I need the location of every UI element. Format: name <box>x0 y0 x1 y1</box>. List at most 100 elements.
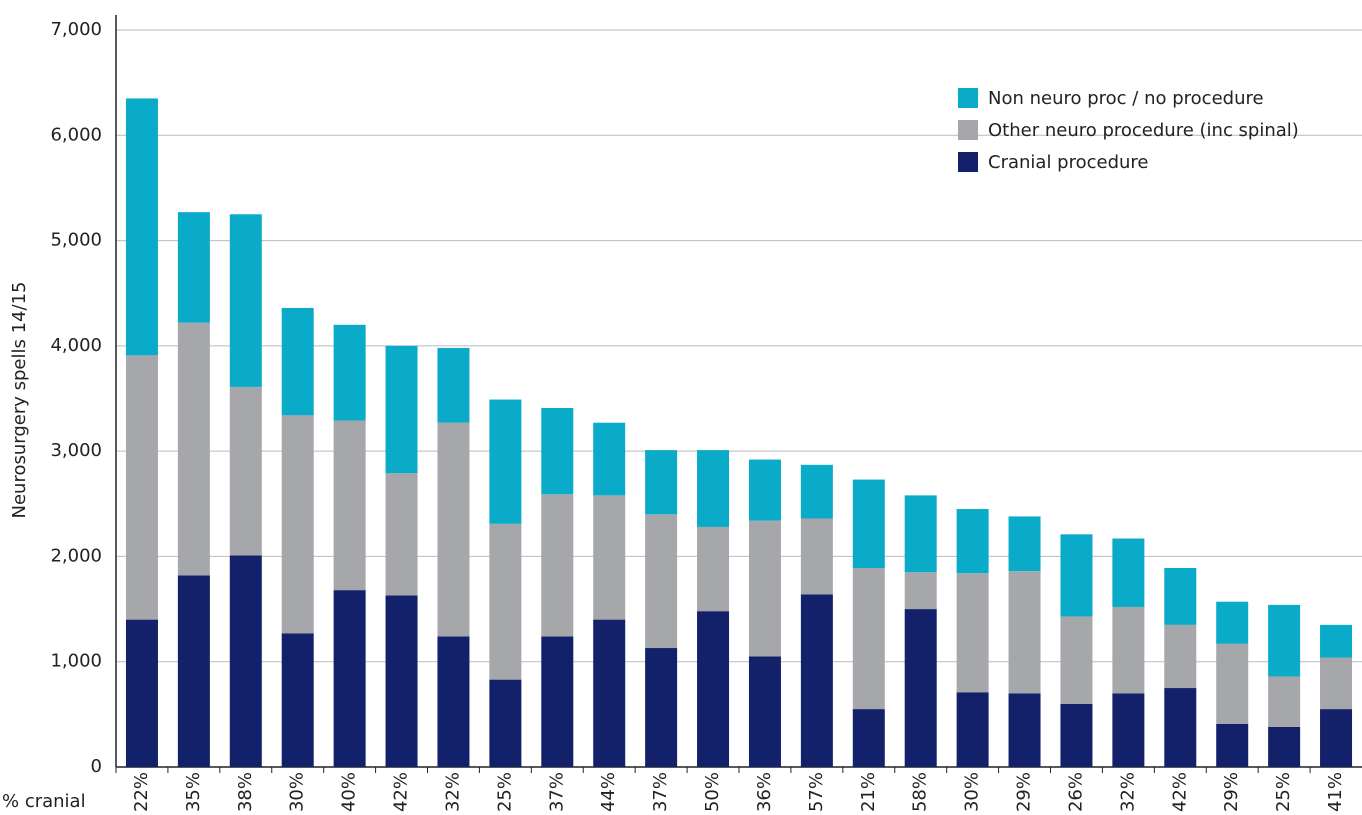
bar-segment <box>125 619 158 767</box>
x-tick-label: 57% <box>806 772 827 812</box>
bar-segment <box>1008 571 1041 694</box>
y-tick-label: 7,000 <box>50 19 102 40</box>
legend-label: Non neuro proc / no procedure <box>988 88 1264 109</box>
bar-segment <box>593 422 626 496</box>
bar-segment <box>437 636 470 767</box>
bar-segment <box>904 609 937 767</box>
x-tick-label: 35% <box>183 772 204 812</box>
bar-segment <box>1268 676 1301 727</box>
bar-segment <box>1112 538 1145 607</box>
bar-segment <box>385 345 418 474</box>
x-tick-label: 58% <box>910 772 931 812</box>
bar-segment <box>541 407 574 495</box>
bar-segment <box>904 572 937 610</box>
x-tick-label: 29% <box>1014 772 1035 812</box>
bar-segment <box>645 648 678 767</box>
bar-segment <box>281 633 314 767</box>
x-tick-label: 32% <box>1117 772 1138 812</box>
bar-segment <box>1268 726 1301 767</box>
y-tick-label: 0 <box>91 756 102 777</box>
x-tick-label: 41% <box>1325 772 1346 812</box>
bar-segment <box>748 459 781 521</box>
bar-segment <box>1060 703 1093 767</box>
x-tick-label: 25% <box>494 772 515 812</box>
x-tick-label: 37% <box>546 772 567 812</box>
bar-segment <box>1320 624 1353 658</box>
bar-segment <box>437 422 470 637</box>
bar-segment <box>229 386 262 556</box>
bar-segment <box>956 692 989 767</box>
bar-segment <box>1268 604 1301 677</box>
y-axis-label: Neurosurgery spells 14/15 <box>9 282 30 519</box>
x-tick-label: 36% <box>754 772 775 812</box>
bar-segment <box>177 212 210 323</box>
y-tick-label: 6,000 <box>50 124 102 145</box>
legend-swatch <box>958 120 978 140</box>
y-tick-label: 4,000 <box>50 335 102 356</box>
bar-segment <box>125 355 158 620</box>
bar-segment <box>852 568 885 710</box>
x-tick-label: 30% <box>962 772 983 812</box>
x-axis-label: % cranial <box>2 791 86 812</box>
bar-segment <box>177 575 210 767</box>
bar-segment <box>1320 709 1353 767</box>
bar-segment <box>593 495 626 620</box>
bar-segment <box>385 473 418 596</box>
bar-segment <box>125 98 158 356</box>
y-tick-label: 1,000 <box>50 651 102 672</box>
bar-segment <box>229 555 262 767</box>
bar-segment <box>489 399 522 524</box>
legend-swatch <box>958 152 978 172</box>
bar-segment <box>593 619 626 767</box>
bar-segment <box>1216 643 1249 724</box>
bar-segment <box>229 214 262 387</box>
bar-segment <box>1216 723 1249 767</box>
bar-segment <box>1164 568 1197 625</box>
bar-segment <box>1164 624 1197 689</box>
bar-segment <box>852 709 885 767</box>
x-tick-label: 40% <box>339 772 360 812</box>
bar-segment <box>697 526 730 612</box>
x-tick-label: 29% <box>1221 772 1242 812</box>
x-tick-label: 37% <box>650 772 671 812</box>
bar-segment <box>852 479 885 569</box>
bar-segment <box>281 307 314 416</box>
bar-segment <box>800 594 833 767</box>
bar-segment <box>1008 516 1041 572</box>
y-tick-label: 2,000 <box>50 545 102 566</box>
bar-segment <box>333 420 366 591</box>
legend-label: Cranial procedure <box>988 152 1149 173</box>
bar-segment <box>1112 693 1145 767</box>
bar-segment <box>645 450 678 515</box>
y-tick-label: 3,000 <box>50 440 102 461</box>
bar-segment <box>800 518 833 595</box>
bar-segment <box>800 464 833 519</box>
x-tick-label: 32% <box>442 772 463 812</box>
bar-segment <box>385 595 418 767</box>
bar-segment <box>956 573 989 693</box>
bar-segment <box>904 495 937 573</box>
y-tick-label: 5,000 <box>50 230 102 251</box>
bar-segment <box>748 520 781 657</box>
x-tick-label: 21% <box>858 772 879 812</box>
bar-segment <box>437 347 470 423</box>
bar-segment <box>489 679 522 767</box>
bar-segment <box>645 514 678 649</box>
legend-swatch <box>958 88 978 108</box>
bar-segment <box>1060 616 1093 704</box>
x-tick-label: 42% <box>1169 772 1190 812</box>
x-tick-label: 38% <box>235 772 256 812</box>
bar-segment <box>1060 534 1093 617</box>
bar-segment <box>333 324 366 421</box>
bar-segment <box>1164 688 1197 767</box>
bar-segment <box>748 656 781 767</box>
bar-segment <box>956 509 989 574</box>
bar-segment <box>1320 657 1353 710</box>
bar-segment <box>1216 601 1249 644</box>
bar-segment <box>333 590 366 767</box>
x-tick-label: 44% <box>598 772 619 812</box>
x-tick-label: 50% <box>702 772 723 812</box>
bar-segment <box>697 450 730 527</box>
bar-segment <box>281 415 314 634</box>
